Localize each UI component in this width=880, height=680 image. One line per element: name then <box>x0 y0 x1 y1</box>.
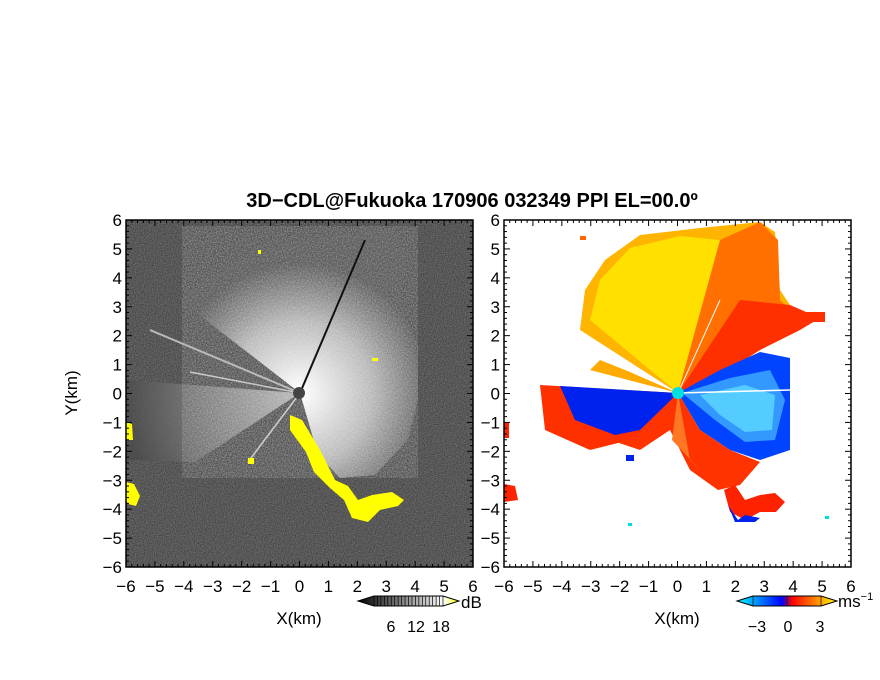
y-tick-label: 4 <box>113 269 122 288</box>
y-tick-label: −3 <box>103 471 122 490</box>
x-tick-label: 1 <box>702 577 711 596</box>
y-tick-label: 0 <box>491 385 500 404</box>
y-tick-label: −4 <box>481 500 500 519</box>
velocity-x-tick-labels: −6 −5 −4 −3 −2 −1 0 1 2 3 4 5 6 <box>494 577 855 596</box>
x-tick-label: −6 <box>116 577 135 596</box>
x-tick-label: 1 <box>324 577 333 596</box>
y-tick-label: −3 <box>481 471 500 490</box>
y-tick-label: −2 <box>103 442 122 461</box>
velocity-colorbar-tick-label: 3 <box>816 619 825 636</box>
y-tick-label: 5 <box>491 240 500 259</box>
x-tick-label: −1 <box>261 577 280 596</box>
y-tick-label: −6 <box>103 558 122 577</box>
y-tick-label: 5 <box>113 240 122 259</box>
y-tick-label: −2 <box>481 442 500 461</box>
y-tick-label: −4 <box>103 500 122 519</box>
y-tick-label: −6 <box>481 558 500 577</box>
y-tick-label: 4 <box>491 269 500 288</box>
x-tick-label: 0 <box>673 577 682 596</box>
chart-title: 3D−CDL@Fukuoka 170906 032349 PPI EL=00.0… <box>246 190 698 212</box>
x-tick-label: 4 <box>788 577 797 596</box>
x-tick-label: −3 <box>581 577 600 596</box>
reflectivity-colorbar-tick-label: 18 <box>432 619 450 636</box>
velocity-colorbar-tick-label: −3 <box>748 619 766 636</box>
reflectivity-colorbar-ticks <box>373 596 444 606</box>
y-tick-label: −1 <box>481 413 500 432</box>
x-tick-label: −1 <box>639 577 658 596</box>
velocity-colorbar-ticks <box>752 596 822 606</box>
y-tick-label: 2 <box>491 327 500 346</box>
x-tick-label: −2 <box>610 577 629 596</box>
x-tick-label: 3 <box>382 577 391 596</box>
x-tick-label: 0 <box>295 577 304 596</box>
reflectivity-x-tick-labels: −6 −5 −4 −3 −2 −1 0 1 2 3 4 5 6 <box>116 577 477 596</box>
y-tick-label: −1 <box>103 413 122 432</box>
x-tick-label: −6 <box>494 577 513 596</box>
y-tick-label: 3 <box>113 298 122 317</box>
velocity-tick-marks <box>503 219 852 568</box>
y-tick-label: 3 <box>491 298 500 317</box>
x-tick-label: −2 <box>232 577 251 596</box>
x-tick-label: 2 <box>731 577 740 596</box>
reflectivity-y-axis-label: Y(km) <box>62 370 81 415</box>
y-tick-label: 2 <box>113 327 122 346</box>
x-tick-label: 6 <box>468 577 477 596</box>
x-tick-label: 4 <box>410 577 419 596</box>
x-tick-label: 2 <box>353 577 362 596</box>
y-tick-label: 1 <box>113 356 122 375</box>
y-tick-label: −5 <box>103 529 122 548</box>
reflectivity-colorbar-tick-label: 12 <box>407 619 425 636</box>
x-tick-label: 5 <box>439 577 448 596</box>
velocity-colorbar: ms−1 −3 0 3 <box>735 591 873 636</box>
y-tick-label: 6 <box>491 211 500 230</box>
velocity-x-axis-label: X(km) <box>654 609 699 628</box>
velocity-panel: −6 −5 −4 −3 −2 −1 0 1 2 3 4 5 6 −6−5−4−3−2−10123456 … <box>481 211 874 636</box>
y-tick-label: −5 <box>481 529 500 548</box>
reflectivity-x-axis-label: X(km) <box>276 609 321 628</box>
velocity-y-tick-labels: −6 −5 −4 −3 −2 −1 0 1 2 3 4 5 6 <box>481 211 500 577</box>
velocity-colorbar-tick-label: 0 <box>784 619 793 636</box>
y-tick-label: 0 <box>113 385 122 404</box>
x-tick-label: −5 <box>523 577 542 596</box>
reflectivity-colorbar-tick-label: 6 <box>387 619 396 636</box>
x-tick-label: 6 <box>846 577 855 596</box>
x-tick-label: −5 <box>145 577 164 596</box>
reflectivity-y-tick-labels: −6 −5 −4 −3 −2 −1 0 1 2 3 4 5 6 <box>103 211 122 577</box>
reflectivity-panel: −6 −5 −4 −3 −2 −1 0 1 2 3 4 5 6 −6−5−4−3−2−10123456 … <box>62 211 482 636</box>
x-tick-label: −3 <box>203 577 222 596</box>
x-tick-label: 5 <box>817 577 826 596</box>
x-tick-label: −4 <box>174 577 193 596</box>
velocity-image <box>504 220 851 567</box>
y-tick-label: 1 <box>491 356 500 375</box>
x-tick-label: 3 <box>760 577 769 596</box>
y-tick-label: 6 <box>113 211 122 230</box>
reflectivity-tick-marks <box>125 219 474 568</box>
reflectivity-image <box>126 220 473 567</box>
x-tick-label: −4 <box>552 577 571 596</box>
reflectivity-colorbar-unit: dB <box>461 593 482 612</box>
reflectivity-colorbar: dB 6 12 18 <box>356 593 482 636</box>
velocity-colorbar-unit: ms−1 <box>838 591 873 611</box>
